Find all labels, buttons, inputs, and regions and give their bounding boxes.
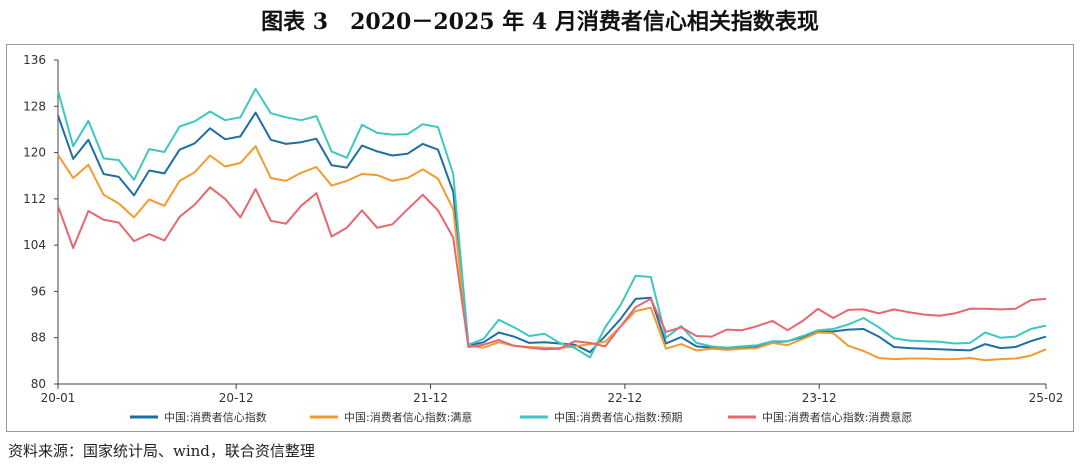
y-tick-label: 120 <box>23 146 46 160</box>
y-tick-label: 80 <box>31 377 46 391</box>
series-line-3 <box>57 186 1047 351</box>
series-line-2 <box>57 87 1047 359</box>
source-note: 资料来源：国家统计局、wind，联合资信整理 <box>8 442 315 460</box>
series-line-1 <box>57 145 1047 362</box>
x-tick-label: 20-12 <box>219 391 254 405</box>
y-tick-label: 96 <box>31 284 46 298</box>
chart-title: 图表 3 2020－2025 年 4 月消费者信心相关指数表现 <box>261 9 819 35</box>
y-tick-label: 88 <box>31 331 46 345</box>
x-tick-label: 23-12 <box>802 391 837 405</box>
legend-label-1: 中国:消费者信心指数:满意 <box>344 410 472 424</box>
x-tick-label: 20-01 <box>41 391 76 405</box>
legend-label-3: 中国:消费者信心指数:消费意愿 <box>762 410 912 424</box>
legend-label-2: 中国:消费者信心指数:预期 <box>554 410 682 424</box>
legend-label-0: 中国:消费者信心指数 <box>164 410 267 424</box>
chart-legend: 中国:消费者信心指数 中国:消费者信心指数:满意 中国:消费者信心指数:预期 中国:消… <box>130 410 912 424</box>
y-tick-label: 104 <box>23 238 46 252</box>
chart-series-lines <box>57 87 1047 362</box>
x-tick-label: 21-12 <box>413 391 448 405</box>
x-tick-label: 25-02 <box>1029 391 1064 405</box>
y-tick-label: 128 <box>23 99 46 113</box>
y-tick-label: 136 <box>23 53 46 67</box>
y-tick-label: 112 <box>23 192 46 206</box>
x-tick-label: 22-12 <box>607 391 642 405</box>
chart-frame <box>6 44 1074 432</box>
series-line-0 <box>57 111 1047 354</box>
